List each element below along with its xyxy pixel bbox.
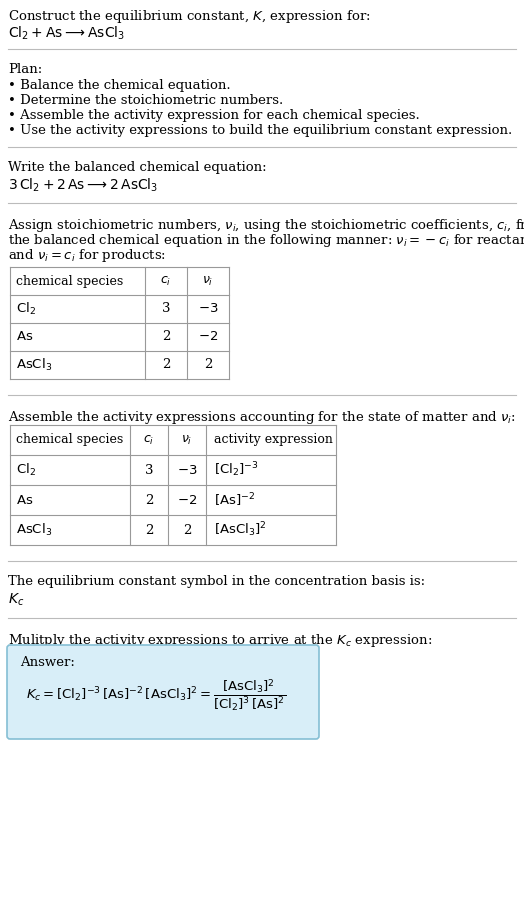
Text: Assemble the activity expressions accounting for the state of matter and $\nu_i$: Assemble the activity expressions accoun… (8, 409, 516, 426)
Text: $\nu_i$: $\nu_i$ (202, 275, 214, 287)
Text: $\mathrm{Cl_2}$: $\mathrm{Cl_2}$ (16, 301, 36, 317)
Text: $c_i$: $c_i$ (160, 275, 172, 287)
Text: $\mathrm{As}$: $\mathrm{As}$ (16, 331, 34, 343)
Text: 3: 3 (162, 303, 170, 315)
Text: $-2$: $-2$ (198, 331, 218, 343)
Text: $\mathrm{Cl_2}$: $\mathrm{Cl_2}$ (16, 462, 36, 478)
Text: Assign stoichiometric numbers, $\nu_i$, using the stoichiometric coefficients, $: Assign stoichiometric numbers, $\nu_i$, … (8, 217, 524, 234)
Text: $K_c$: $K_c$ (8, 592, 24, 608)
Text: Construct the equilibrium constant, $K$, expression for:: Construct the equilibrium constant, $K$,… (8, 8, 370, 25)
Text: $-3$: $-3$ (177, 463, 197, 477)
Text: $-2$: $-2$ (177, 494, 197, 506)
Text: 2: 2 (204, 359, 212, 371)
Text: $[\mathrm{As}]^{-2}$: $[\mathrm{As}]^{-2}$ (214, 491, 255, 509)
FancyBboxPatch shape (7, 645, 319, 739)
Text: 2: 2 (145, 523, 153, 536)
Text: $[\mathrm{Cl_2}]^{-3}$: $[\mathrm{Cl_2}]^{-3}$ (214, 460, 259, 479)
Text: • Assemble the activity expression for each chemical species.: • Assemble the activity expression for e… (8, 109, 420, 122)
Text: $\mathrm{AsCl_3}$: $\mathrm{AsCl_3}$ (16, 357, 52, 373)
Text: 2: 2 (183, 523, 191, 536)
Text: $\mathrm{AsCl_3}$: $\mathrm{AsCl_3}$ (16, 522, 52, 538)
Text: and $\nu_i = c_i$ for products:: and $\nu_i = c_i$ for products: (8, 247, 166, 264)
Text: $\mathrm{As}$: $\mathrm{As}$ (16, 494, 34, 506)
Text: Write the balanced chemical equation:: Write the balanced chemical equation: (8, 161, 267, 174)
Text: 2: 2 (162, 331, 170, 343)
Text: chemical species: chemical species (16, 275, 123, 287)
Text: $\mathrm{Cl_2 + As \longrightarrow AsCl_3}$: $\mathrm{Cl_2 + As \longrightarrow AsCl_… (8, 25, 125, 42)
Text: $-3$: $-3$ (198, 303, 218, 315)
Text: • Determine the stoichiometric numbers.: • Determine the stoichiometric numbers. (8, 94, 283, 107)
Text: the balanced chemical equation in the following manner: $\nu_i = -c_i$ for react: the balanced chemical equation in the fo… (8, 232, 524, 249)
Text: $[\mathrm{AsCl_3}]^{2}$: $[\mathrm{AsCl_3}]^{2}$ (214, 521, 267, 540)
Text: • Use the activity expressions to build the equilibrium constant expression.: • Use the activity expressions to build … (8, 124, 512, 137)
Text: 2: 2 (162, 359, 170, 371)
Text: $\nu_i$: $\nu_i$ (181, 433, 193, 447)
Text: 2: 2 (145, 494, 153, 506)
Text: Mulitply the activity expressions to arrive at the $K_c$ expression:: Mulitply the activity expressions to arr… (8, 632, 432, 649)
Text: 3: 3 (145, 463, 153, 477)
Text: • Balance the chemical equation.: • Balance the chemical equation. (8, 79, 231, 92)
Text: $3\,\mathrm{Cl_2} + 2\,\mathrm{As} \longrightarrow 2\,\mathrm{AsCl_3}$: $3\,\mathrm{Cl_2} + 2\,\mathrm{As} \long… (8, 177, 158, 195)
Text: $K_c = [\mathrm{Cl_2}]^{-3}\,[\mathrm{As}]^{-2}\,[\mathrm{AsCl_3}]^{2} = \dfrac{: $K_c = [\mathrm{Cl_2}]^{-3}\,[\mathrm{As… (26, 678, 286, 714)
Text: activity expression: activity expression (214, 433, 333, 447)
Text: chemical species: chemical species (16, 433, 123, 447)
Text: The equilibrium constant symbol in the concentration basis is:: The equilibrium constant symbol in the c… (8, 575, 425, 588)
Text: Plan:: Plan: (8, 63, 42, 76)
Text: Answer:: Answer: (20, 656, 75, 669)
Text: $c_i$: $c_i$ (144, 433, 155, 447)
